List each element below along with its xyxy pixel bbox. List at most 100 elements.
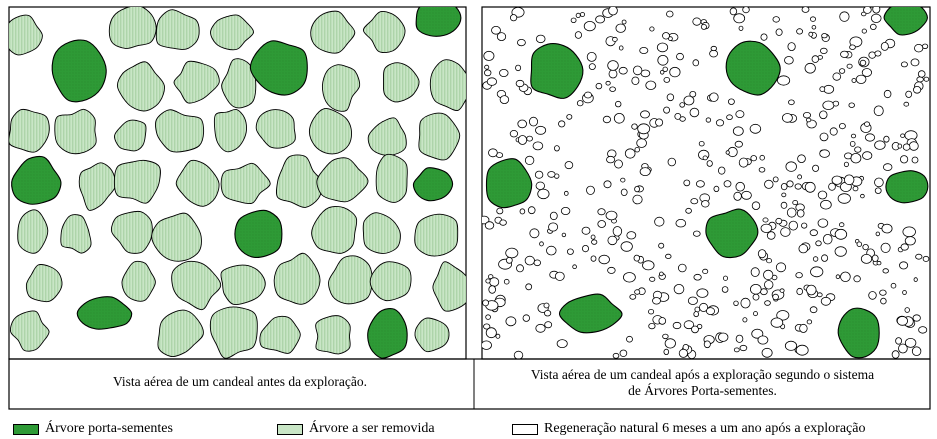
regeneration-seedling [665, 253, 672, 259]
regeneration-seedling [654, 216, 665, 227]
regeneration-seedling [535, 34, 546, 44]
removed-tree [315, 315, 351, 355]
regeneration-seedling [772, 176, 779, 183]
regeneration-seedling [766, 258, 772, 264]
regeneration-seedling [899, 155, 909, 164]
regeneration-seedling [612, 226, 623, 237]
regeneration-seedling [735, 181, 745, 192]
regeneration-seedling [759, 154, 765, 161]
regeneration-seedling [483, 50, 495, 61]
regeneration-seedling [667, 157, 676, 167]
regeneration-seedling [515, 64, 522, 72]
regeneration-seedling [819, 47, 828, 55]
regeneration-seedling [535, 323, 546, 333]
regeneration-seedling [812, 164, 820, 172]
regeneration-seedling [547, 171, 556, 178]
legend-seed-tree-swatch [13, 423, 39, 435]
regeneration-seedling [780, 183, 788, 191]
regeneration-seedling [895, 337, 902, 345]
regeneration-seedling [632, 65, 643, 76]
regeneration-seedling [633, 254, 640, 262]
regeneration-seedling [874, 140, 886, 150]
regeneration-seedling [905, 90, 913, 98]
removed-tree [382, 62, 420, 103]
regeneration-seedling [706, 307, 716, 316]
regeneration-seedling [840, 271, 851, 283]
regeneration-seedling [614, 159, 623, 169]
regeneration-seedling [804, 62, 816, 74]
regeneration-seedling [656, 42, 669, 53]
regeneration-seedling [663, 106, 670, 114]
regeneration-seedling [890, 282, 897, 289]
removed-tree [173, 60, 220, 104]
legend-removed-tree-swatch [277, 423, 303, 435]
regeneration-seedling [666, 10, 674, 18]
regeneration-seedling [715, 119, 725, 127]
regeneration-seedling [583, 21, 596, 32]
regeneration-seedling [546, 245, 557, 256]
regeneration-seedling [733, 300, 739, 306]
regeneration-seedling [843, 161, 849, 168]
regeneration-seedling [742, 7, 750, 14]
regeneration-seedling [880, 42, 889, 51]
regeneration-seedling [505, 256, 513, 264]
regeneration-seedling [838, 68, 846, 74]
regeneration-seedling [710, 45, 717, 52]
regeneration-seedling [554, 145, 560, 152]
removed-tree [154, 109, 205, 153]
regeneration-seedling [548, 222, 559, 232]
regeneration-seedling [740, 297, 751, 309]
regeneration-seedling [750, 155, 757, 162]
regeneration-seedling [618, 45, 624, 51]
regeneration-seedling [777, 75, 791, 86]
regeneration-seedling [517, 135, 528, 145]
regeneration-seedling [779, 288, 785, 293]
regeneration-seedling [485, 314, 491, 320]
regeneration-seedling [798, 244, 809, 254]
regeneration-seedling [535, 181, 546, 190]
regeneration-seedling [662, 66, 668, 72]
regeneration-seedling [683, 95, 695, 106]
regeneration-seedling [819, 110, 828, 120]
regeneration-seedling [591, 239, 598, 245]
removed-tree [259, 315, 301, 354]
regeneration-seedling [872, 7, 881, 14]
regeneration-seedling [580, 12, 586, 17]
seed-tree [249, 40, 308, 96]
regeneration-seedling [859, 59, 867, 67]
seed-tree [76, 296, 133, 330]
removed-tree [9, 14, 43, 56]
removed-tree [9, 310, 50, 352]
regeneration-seedling [864, 121, 871, 127]
regeneration-seedling [823, 84, 835, 94]
regeneration-seedling [908, 141, 919, 151]
regeneration-seedling [677, 263, 687, 273]
seed-tree [367, 308, 408, 359]
regeneration-seedling [912, 86, 922, 94]
regeneration-seedling [897, 143, 903, 149]
regeneration-seedling [687, 296, 698, 305]
regeneration-seedling [764, 300, 771, 306]
regeneration-seedling [543, 302, 550, 309]
regeneration-seedling [683, 320, 695, 330]
regeneration-seedling [522, 314, 530, 322]
regeneration-seedling [509, 14, 518, 22]
regeneration-seedling [900, 61, 908, 68]
regeneration-seedling [855, 74, 867, 84]
regeneration-seedling [702, 155, 708, 161]
regeneration-seedling [831, 175, 843, 185]
regeneration-seedling [658, 317, 667, 325]
regeneration-seedling [632, 194, 643, 205]
regeneration-seedling [851, 78, 857, 83]
regeneration-seedling [880, 297, 887, 305]
regeneration-seedling [652, 297, 661, 305]
regeneration-seedling [558, 120, 566, 128]
regeneration-seedling [839, 222, 845, 228]
seed-tree [485, 158, 533, 209]
regeneration-seedling [612, 36, 618, 42]
regeneration-seedling [761, 347, 773, 358]
regeneration-seedling [810, 266, 824, 278]
regeneration-seedling [658, 242, 665, 249]
regeneration-seedling [902, 290, 907, 295]
